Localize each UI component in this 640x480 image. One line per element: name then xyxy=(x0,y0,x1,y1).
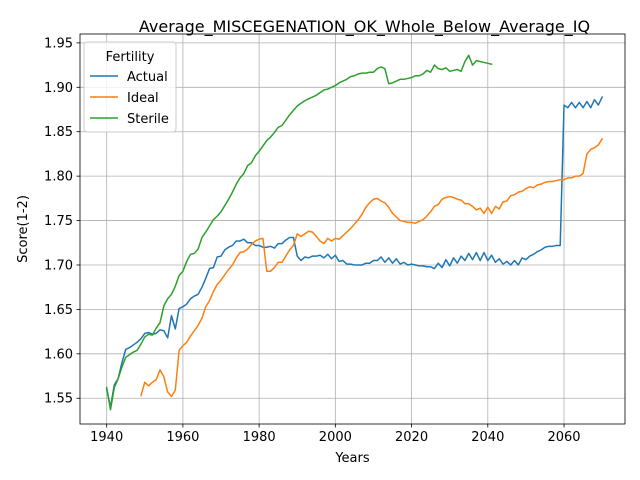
series-lines xyxy=(105,54,604,411)
legend: Fertility Actual Ideal Sterile xyxy=(83,41,177,133)
x-tick-label: 1960 xyxy=(166,430,199,445)
y-tick-label: 1.95 xyxy=(44,36,73,51)
y-tick-label: 1.55 xyxy=(44,392,73,407)
y-axis-label: Score(1-2) xyxy=(16,195,31,263)
y-tick-label: 1.80 xyxy=(44,170,73,185)
y-tick-label: 1.75 xyxy=(44,214,73,229)
plot-area-frame xyxy=(79,33,626,425)
grid xyxy=(80,34,625,424)
legend-items: Actual Ideal Sterile xyxy=(90,70,169,127)
x-tick-label: 1940 xyxy=(90,430,123,445)
axis-ticks: 1940 1960 1980 2000 2020 2040 2060 1.55 1.60 1.65… xyxy=(44,36,581,445)
legend-label-ideal: Ideal xyxy=(127,91,159,106)
x-tick-label: 2040 xyxy=(471,430,504,445)
y-tick-label: 1.90 xyxy=(44,81,73,96)
legend-label-sterile: Sterile xyxy=(127,112,169,127)
x-tick-label: 2060 xyxy=(547,430,580,445)
chart-title: Average_MISCEGENATION_OK_Whole_Below_Ave… xyxy=(139,17,590,37)
y-tick-label: 1.85 xyxy=(44,125,73,140)
x-axis-label: Years xyxy=(334,451,370,466)
x-tick-label: 2000 xyxy=(319,430,352,445)
x-tick-label: 1980 xyxy=(243,430,276,445)
series-line-ideal xyxy=(140,137,604,398)
series-line-actual xyxy=(105,96,604,408)
series-line-sterile xyxy=(105,54,493,411)
y-tick-label: 1.65 xyxy=(44,303,73,318)
y-tick-label: 1.70 xyxy=(44,258,73,273)
legend-box xyxy=(83,41,177,133)
legend-label-actual: Actual xyxy=(127,70,168,85)
y-tick-label: 1.60 xyxy=(44,347,73,362)
legend-title: Fertility xyxy=(106,50,155,65)
x-tick-label: 2020 xyxy=(395,430,428,445)
